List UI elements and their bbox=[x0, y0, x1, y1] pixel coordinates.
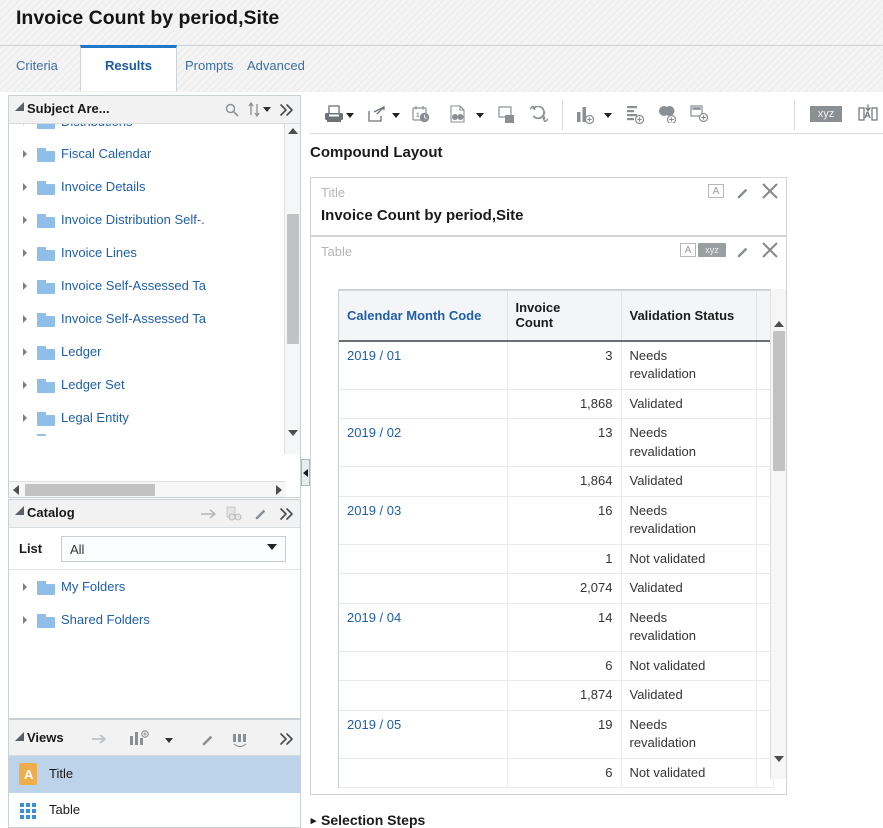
svg-text:1: 1 bbox=[416, 112, 420, 119]
svg-text:A: A bbox=[864, 110, 871, 120]
